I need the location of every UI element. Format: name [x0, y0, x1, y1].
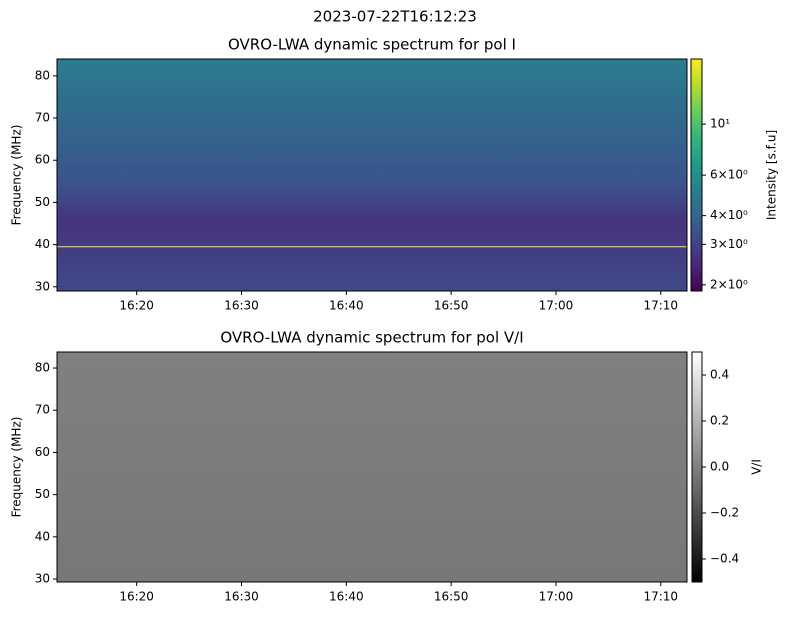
x-tick-label: 16:40: [329, 590, 364, 604]
x-tick-label: 16:50: [434, 590, 469, 604]
panel-title: OVRO-LWA dynamic spectrum for pol I: [228, 36, 516, 54]
y-tick-label: 60: [35, 445, 50, 459]
y-tick-label: 60: [35, 153, 50, 167]
colorbar-tick-label: 0.0: [710, 460, 729, 474]
x-tick-label: 16:40: [329, 299, 364, 313]
x-tick-label: 17:00: [539, 590, 574, 604]
y-tick-label: 80: [35, 361, 50, 375]
x-tick-label: 16:20: [119, 299, 154, 313]
x-tick-label: 16:50: [434, 299, 469, 313]
y-tick-label: 70: [35, 403, 50, 417]
x-tick-label: 17:10: [643, 590, 678, 604]
colorbar: [690, 58, 703, 292]
colorbar-tick-label: 2×10⁰: [710, 277, 748, 291]
x-tick-label: 16:30: [224, 299, 259, 313]
y-tick-label: 50: [35, 487, 50, 501]
plot-frame: [56, 351, 688, 583]
colorbar-tick-label: 0.4: [710, 368, 729, 382]
x-tick-label: 17:00: [539, 299, 574, 313]
y-axis-label: Frequency (MHz): [10, 125, 24, 226]
y-tick-label: 50: [35, 195, 50, 209]
y-axis-label: Frequency (MHz): [10, 417, 24, 518]
colorbar-label: V/I: [750, 459, 764, 475]
y-tick-label: 70: [35, 111, 50, 125]
y-tick-label: 40: [35, 237, 50, 251]
x-tick-label: 17:10: [643, 299, 678, 313]
colorbar-tick-label: −0.4: [710, 552, 739, 566]
plot-frame: [56, 58, 688, 292]
colorbar-tick-label: 6×10⁰: [710, 168, 748, 182]
x-tick-label: 16:30: [224, 590, 259, 604]
spectrum-image: [57, 59, 687, 291]
colorbar-tick-label: 0.2: [710, 414, 729, 428]
colorbar: [691, 351, 703, 583]
figure-title: 2023-07-22T16:12:23: [313, 8, 477, 26]
colorbar-tick-label: −0.2: [710, 506, 739, 520]
colorbar-tick-label: 10¹: [710, 117, 730, 131]
colorbar-tick-label: 4×10⁰: [710, 208, 748, 222]
colorbar-label: Intensity [s.f.u]: [765, 130, 779, 220]
y-tick-label: 30: [35, 279, 50, 293]
colorbar-tick-label: 3×10⁰: [710, 237, 748, 251]
y-tick-label: 30: [35, 572, 50, 586]
x-tick-label: 16:20: [119, 590, 154, 604]
y-tick-label: 80: [35, 68, 50, 82]
spectrum-image: [57, 352, 687, 582]
y-tick-label: 40: [35, 529, 50, 543]
panel-title: OVRO-LWA dynamic spectrum for pol V/I: [220, 329, 523, 347]
